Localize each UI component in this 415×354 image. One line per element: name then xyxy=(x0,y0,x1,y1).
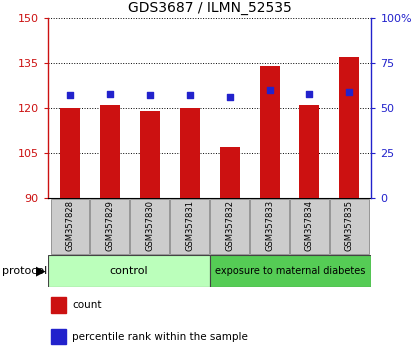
Bar xyxy=(130,199,169,254)
Text: GSM357832: GSM357832 xyxy=(225,200,234,251)
Text: count: count xyxy=(72,300,102,310)
Bar xyxy=(259,66,280,354)
Text: ▶: ▶ xyxy=(36,264,46,277)
Text: control: control xyxy=(109,266,148,276)
Point xyxy=(306,91,313,96)
Point xyxy=(226,94,233,100)
Bar xyxy=(60,108,80,354)
Text: GSM357828: GSM357828 xyxy=(65,200,74,251)
Bar xyxy=(210,199,249,254)
Bar xyxy=(250,199,289,254)
Bar xyxy=(139,111,160,354)
Bar xyxy=(100,105,120,354)
Bar xyxy=(48,255,210,287)
Bar xyxy=(90,199,129,254)
Point xyxy=(186,92,193,98)
Point xyxy=(106,91,113,96)
Bar xyxy=(51,199,89,254)
Bar xyxy=(180,108,200,354)
Text: GSM357829: GSM357829 xyxy=(105,200,114,251)
Point xyxy=(266,87,273,93)
Bar xyxy=(339,57,359,354)
Text: percentile rank within the sample: percentile rank within the sample xyxy=(72,332,248,342)
Title: GDS3687 / ILMN_52535: GDS3687 / ILMN_52535 xyxy=(128,1,291,15)
Text: protocol: protocol xyxy=(2,266,47,276)
Point xyxy=(66,92,73,98)
Bar xyxy=(300,105,320,354)
Text: GSM357830: GSM357830 xyxy=(145,200,154,251)
Text: GSM357833: GSM357833 xyxy=(265,200,274,251)
Text: GSM357835: GSM357835 xyxy=(345,200,354,251)
Point xyxy=(146,92,153,98)
Bar xyxy=(290,199,329,254)
Point xyxy=(346,89,353,95)
Text: GSM357834: GSM357834 xyxy=(305,200,314,251)
Text: exposure to maternal diabetes: exposure to maternal diabetes xyxy=(215,266,366,276)
Bar xyxy=(210,255,371,287)
Bar xyxy=(330,199,369,254)
Bar xyxy=(51,329,66,344)
Text: GSM357831: GSM357831 xyxy=(185,200,194,251)
Bar xyxy=(220,147,239,354)
Bar xyxy=(51,297,66,313)
Bar xyxy=(171,199,209,254)
